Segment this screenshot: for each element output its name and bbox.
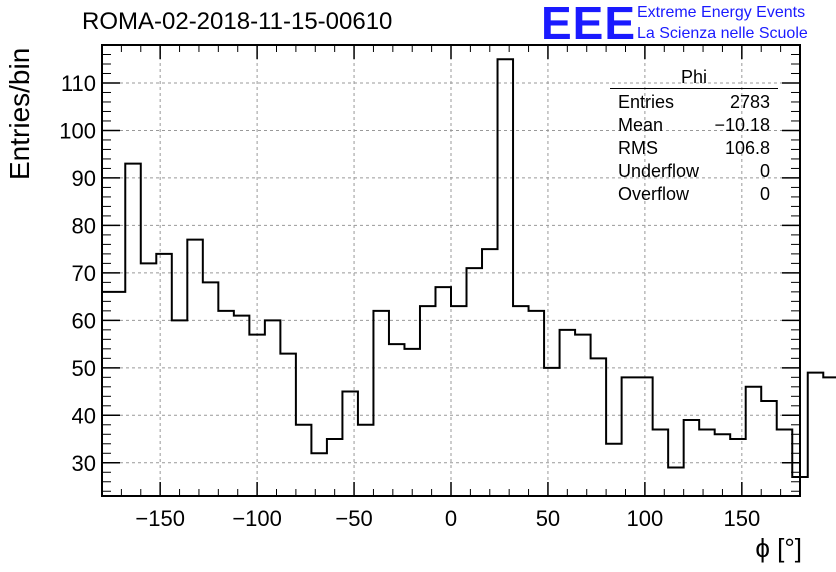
stats-row-rms: RMS 106.8 [610,137,778,160]
stats-row-entries: Entries 2783 [610,91,778,114]
x-tick-label: −150 [135,506,185,531]
stats-label: RMS [618,138,658,158]
stats-value: 0 [759,184,770,204]
y-tick-label: 50 [72,356,96,381]
eee-logo: EEE [541,0,637,49]
stats-value: −10.18 [714,115,770,135]
stats-label: Mean [618,115,664,135]
stats-label: Overflow [618,184,690,204]
logo-line-1: Extreme Energy Events [637,4,806,21]
stats-value: 106.8 [724,138,770,158]
x-axis-label: ϕ [°] [755,533,802,563]
x-tick-label: 150 [723,506,760,531]
y-tick-label: 80 [72,213,96,238]
logo-line-2: La Scienza nelle Scuole [637,25,808,42]
y-tick-label: 60 [72,308,96,333]
y-tick-label: 40 [72,403,96,428]
plot-frame [101,44,801,497]
y-tick-label: 100 [59,118,96,143]
x-tick-label: 0 [445,506,457,531]
y-tick-label: 110 [61,71,96,96]
grid-lines [102,45,800,496]
tick-labels: −150 −100 −50 0 50 100 150 30 40 50 60 70 80 90 100 110 [59,71,760,531]
y-tick-label: 30 [72,451,96,476]
stats-row-overflow: Overflow 0 [610,183,778,206]
stats-value: 0 [759,161,770,181]
y-tick-label: 70 [72,261,96,286]
stats-row-mean: Mean −10.18 [610,114,778,137]
chart-title: ROMA-02-2018-11-15-00610 [82,8,393,35]
stats-value: 2783 [729,92,770,112]
x-tick-label: 50 [536,506,560,531]
x-tick-label: 100 [627,506,664,531]
x-tick-label: −50 [335,506,372,531]
stats-row-underflow: Underflow 0 [610,160,778,183]
x-tick-label: −100 [232,506,282,531]
axis-ticks [102,45,800,496]
stats-label: Underflow [618,161,700,181]
stats-title: Phi [610,66,778,89]
y-tick-label: 90 [72,166,96,191]
histogram-line [102,58,836,479]
stats-label: Entries [618,92,675,112]
stats-box: Phi Entries 2783 Mean −10.18 RMS 106.8 Unde… [610,66,778,206]
y-axis-label: Entries/bin [4,47,35,180]
